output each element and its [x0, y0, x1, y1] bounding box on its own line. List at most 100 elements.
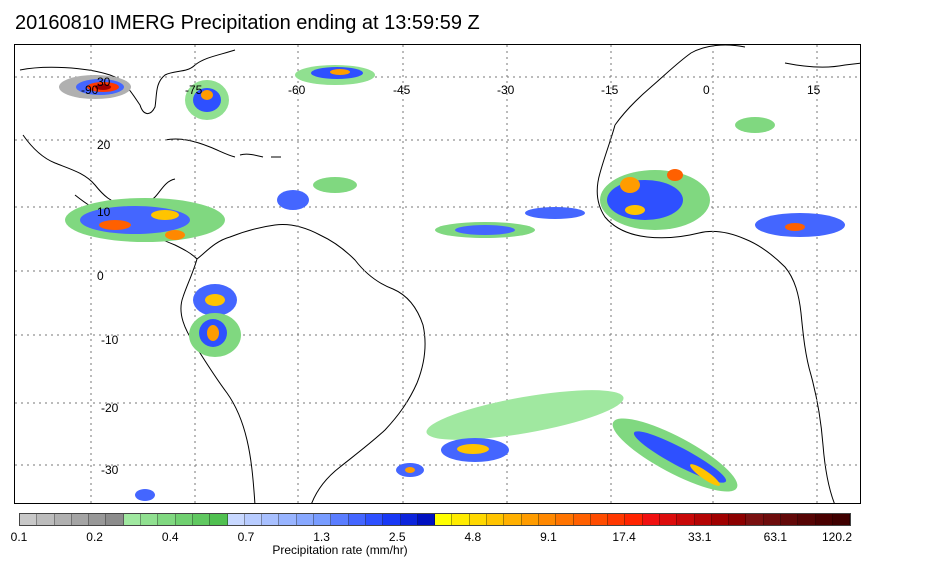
colorbar-swatch: [279, 514, 297, 525]
colorbar-swatch: [296, 514, 315, 525]
precip-cell: [165, 230, 185, 240]
colorbar-tick-label: 2.5: [388, 530, 406, 544]
colorbar-swatch: [711, 514, 730, 525]
colorbar-swatch: [175, 514, 193, 525]
colorbar-swatch: [798, 514, 816, 525]
colorbar-tick-label: 0.2: [86, 530, 103, 544]
longitude-label: -30: [497, 83, 515, 97]
precip-cell: [667, 169, 683, 181]
colorbar-tick-label: 4.8: [464, 530, 482, 544]
precip-cell: [607, 180, 683, 220]
precip-cell: [99, 220, 131, 230]
colorbar-swatch: [625, 514, 643, 525]
colorbar-swatch: [158, 514, 176, 525]
coastline-mediterranean: [784, 62, 860, 68]
colorbar-swatch: [590, 514, 609, 525]
colorbar-tick-label: 17.4: [612, 530, 636, 544]
colorbar-swatch: [694, 514, 712, 525]
colorbar-tick-label: 0.4: [161, 530, 179, 544]
colorbar-swatch: [331, 514, 349, 525]
colorbar-swatch: [417, 514, 436, 525]
colorbar-swatch: [383, 514, 401, 525]
longitude-label: 15: [807, 83, 821, 97]
map-canvas: [15, 45, 860, 503]
precip-cell: [95, 84, 111, 90]
precip-cell: [690, 464, 720, 486]
precip-cell: [330, 69, 350, 75]
coastline-north-america: [19, 49, 236, 114]
colorbar-swatch: [37, 514, 55, 525]
map-title: 20160810 IMERG Precipitation ending at 1…: [15, 12, 480, 34]
colorbar-swatch: [538, 514, 557, 525]
colorbar-swatch: [521, 514, 539, 525]
coastline-gulf: [22, 134, 176, 207]
precip-cell: [457, 444, 489, 454]
longitude-label: -90: [81, 83, 99, 97]
colorbar-swatch: [677, 514, 695, 525]
colorbar-swatch: [262, 514, 280, 525]
colorbar-swatch: [487, 514, 505, 525]
latitude-label: 30: [97, 75, 111, 89]
latitude-label: 20: [97, 138, 111, 152]
colorbar-swatch: [71, 514, 90, 525]
precip-cell: [151, 210, 179, 220]
colorbar-swatch: [746, 514, 764, 525]
colorbar-label: Precipitation rate (mm/hr): [272, 543, 408, 557]
precip-cell: [405, 467, 415, 473]
colorbar-tick-label: 0.1: [10, 530, 28, 544]
colorbar-swatch: [227, 514, 245, 525]
colorbar-swatch: [815, 514, 833, 525]
precip-cell: [277, 190, 309, 210]
precip-cell: [525, 207, 585, 219]
colorbar-swatch: [210, 514, 228, 525]
colorbar-swatch: [89, 514, 107, 525]
latitude-label: -10: [101, 333, 119, 347]
precip-cell: [455, 225, 515, 235]
latitude-label: -20: [101, 401, 119, 415]
coastline-north-africa: [614, 45, 746, 126]
colorbar-tick-label: 33.1: [688, 530, 712, 544]
precip-cell: [426, 390, 624, 440]
precip-cell: [625, 205, 645, 215]
latitude-label: -30: [101, 463, 119, 477]
colorbar-swatch: [400, 514, 418, 525]
precip-cell: [735, 117, 775, 133]
colorbar-swatch: [729, 514, 747, 525]
precip-cell: [620, 177, 640, 193]
coastline-south-america: [196, 224, 426, 503]
colorbar-swatch: [832, 514, 851, 525]
colorbar-swatch: [573, 514, 591, 525]
latitude-label: 0: [97, 269, 104, 283]
colorbar-tick-label: 0.7: [237, 530, 255, 544]
colorbar-swatch: [314, 514, 332, 525]
latitude-label: 10: [97, 205, 111, 219]
precip-cell: [135, 489, 155, 501]
colorbar-swatch: [642, 514, 660, 525]
colorbar-swatch: [244, 514, 263, 525]
colorbar-tick-label: 63.1: [763, 530, 788, 544]
coastline-hispaniola: [239, 153, 264, 158]
colorbar-swatch: [763, 514, 782, 525]
colorbar-swatch: [348, 514, 366, 525]
longitude-label: -75: [185, 83, 203, 97]
colorbar-swatch: [659, 514, 678, 525]
longitude-label: 0: [703, 83, 710, 97]
precip-cell: [201, 90, 213, 100]
precip-cell: [207, 325, 219, 341]
colorbar: [19, 513, 851, 526]
precipitation-map: -90 -75 -60 -45 -30 -15 0 15 30 20 10 0 -10 -20 -30: [14, 44, 861, 504]
colorbar-tick-label: 9.1: [540, 530, 557, 544]
colorbar-swatch: [435, 514, 453, 525]
colorbar-tick-label: 120.2: [821, 530, 853, 544]
colorbar-swatch: [54, 514, 72, 525]
colorbar-swatch: [123, 514, 142, 525]
colorbar-swatch: [452, 514, 470, 525]
colorbar-swatch: [365, 514, 384, 525]
longitude-label: -60: [288, 83, 306, 97]
precip-cell: [785, 223, 805, 231]
precip-cell: [313, 177, 357, 193]
colorbar-tick-label: 1.3: [313, 530, 330, 544]
longitude-label: -45: [393, 83, 411, 97]
colorbar-swatch: [141, 514, 159, 525]
colorbar-swatch: [781, 514, 799, 525]
